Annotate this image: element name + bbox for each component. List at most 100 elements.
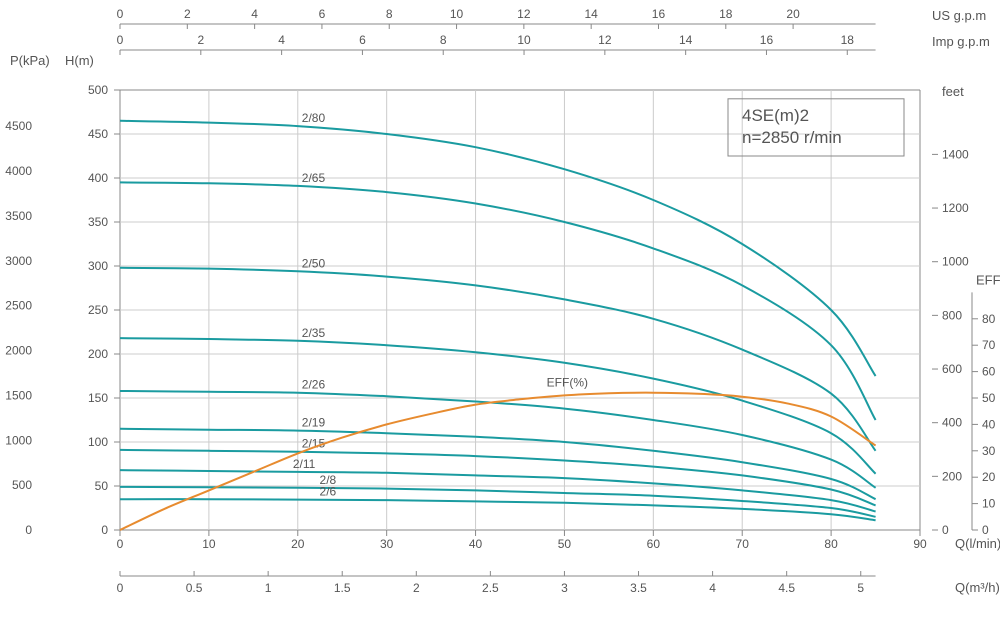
y-axis-label-pressure: P(kPa) [10, 53, 50, 68]
svg-text:2: 2 [197, 33, 204, 47]
svg-text:20: 20 [982, 470, 996, 484]
y-axis-label-eff: EFF(%) [976, 272, 1000, 287]
curve-label: 2/6 [320, 485, 337, 499]
svg-text:0: 0 [101, 523, 108, 537]
svg-text:0: 0 [117, 7, 124, 21]
curve-label: 2/50 [302, 256, 326, 270]
svg-text:1.5: 1.5 [334, 581, 351, 595]
svg-text:4.5: 4.5 [778, 581, 795, 595]
svg-text:600: 600 [942, 362, 962, 376]
curve-2/26 [120, 391, 876, 488]
svg-text:10: 10 [982, 497, 996, 511]
x-axis-label-m3h: Q(m³/h) [955, 580, 1000, 595]
curve-label: 2/26 [302, 378, 326, 392]
y-axis-label-feet: feet [942, 84, 964, 99]
svg-text:350: 350 [88, 215, 108, 229]
svg-text:5: 5 [857, 581, 864, 595]
svg-text:16: 16 [760, 33, 774, 47]
svg-text:400: 400 [88, 171, 108, 185]
curve-2/50 [120, 268, 876, 451]
svg-text:70: 70 [982, 338, 996, 352]
pump-curve-chart: 0102030405060708090Q(l/min)0501001502002… [0, 0, 1000, 620]
eff-label: EFF(%) [547, 376, 588, 390]
svg-text:0: 0 [25, 523, 32, 537]
svg-text:0.5: 0.5 [186, 581, 203, 595]
svg-text:100: 100 [88, 435, 108, 449]
svg-text:300: 300 [88, 259, 108, 273]
curve-label: 2/65 [302, 171, 326, 185]
svg-text:2.5: 2.5 [482, 581, 499, 595]
svg-text:50: 50 [95, 479, 109, 493]
svg-text:200: 200 [942, 469, 962, 483]
svg-text:40: 40 [469, 537, 483, 551]
svg-text:0: 0 [117, 33, 124, 47]
svg-text:200: 200 [88, 347, 108, 361]
svg-text:6: 6 [319, 7, 326, 21]
info-line: 4SE(m)2 [742, 106, 809, 125]
svg-text:6: 6 [359, 33, 366, 47]
svg-text:10: 10 [450, 7, 464, 21]
svg-text:800: 800 [942, 308, 962, 322]
curve-label: 2/80 [302, 111, 326, 125]
svg-text:250: 250 [88, 303, 108, 317]
svg-text:0: 0 [117, 581, 124, 595]
x-axis-label-us-gpm: US g.p.m [932, 8, 986, 23]
svg-text:10: 10 [517, 33, 531, 47]
svg-text:40: 40 [982, 417, 996, 431]
svg-text:50: 50 [558, 537, 572, 551]
svg-text:8: 8 [386, 7, 393, 21]
svg-text:14: 14 [584, 7, 598, 21]
svg-text:4000: 4000 [5, 164, 32, 178]
curve-label: 2/11 [293, 457, 316, 471]
svg-text:2500: 2500 [5, 299, 32, 313]
svg-text:0: 0 [942, 523, 949, 537]
svg-text:1200: 1200 [942, 201, 969, 215]
svg-text:1000: 1000 [5, 433, 32, 447]
svg-text:3000: 3000 [5, 254, 32, 268]
svg-text:30: 30 [380, 537, 394, 551]
svg-text:500: 500 [88, 83, 108, 97]
curve-2/80 [120, 121, 876, 376]
svg-text:3.5: 3.5 [630, 581, 647, 595]
svg-text:1000: 1000 [942, 255, 969, 269]
svg-text:90: 90 [913, 537, 927, 551]
svg-text:18: 18 [841, 33, 855, 47]
svg-text:50: 50 [982, 391, 996, 405]
svg-text:4: 4 [251, 7, 258, 21]
svg-text:450: 450 [88, 127, 108, 141]
svg-text:8: 8 [440, 33, 447, 47]
curve-label: 2/35 [302, 326, 326, 340]
svg-text:60: 60 [647, 537, 661, 551]
svg-text:0: 0 [982, 523, 989, 537]
svg-text:2: 2 [184, 7, 191, 21]
svg-text:80: 80 [824, 537, 838, 551]
svg-text:70: 70 [736, 537, 750, 551]
svg-text:20: 20 [786, 7, 800, 21]
svg-text:1400: 1400 [942, 147, 969, 161]
svg-text:4: 4 [709, 581, 716, 595]
svg-text:400: 400 [942, 416, 962, 430]
svg-text:4: 4 [278, 33, 285, 47]
svg-text:3: 3 [561, 581, 568, 595]
svg-text:2000: 2000 [5, 344, 32, 358]
svg-text:1500: 1500 [5, 388, 32, 402]
svg-text:150: 150 [88, 391, 108, 405]
svg-text:500: 500 [12, 478, 32, 492]
svg-text:1: 1 [265, 581, 272, 595]
svg-text:18: 18 [719, 7, 733, 21]
curve-2/65 [120, 182, 876, 420]
svg-text:14: 14 [679, 33, 693, 47]
svg-text:3500: 3500 [5, 209, 32, 223]
x-axis-label-lmin: Q(l/min) [955, 536, 1000, 551]
svg-text:20: 20 [291, 537, 305, 551]
curve-2/15 [120, 450, 876, 505]
svg-text:4500: 4500 [5, 119, 32, 133]
curve-label: 2/19 [302, 416, 326, 430]
svg-text:12: 12 [598, 33, 612, 47]
svg-text:10: 10 [202, 537, 216, 551]
svg-text:60: 60 [982, 365, 996, 379]
x-axis-label-imp-gpm: Imp g.p.m [932, 34, 990, 49]
svg-text:80: 80 [982, 312, 996, 326]
svg-text:16: 16 [652, 7, 666, 21]
y-axis-label-head: H(m) [65, 53, 94, 68]
